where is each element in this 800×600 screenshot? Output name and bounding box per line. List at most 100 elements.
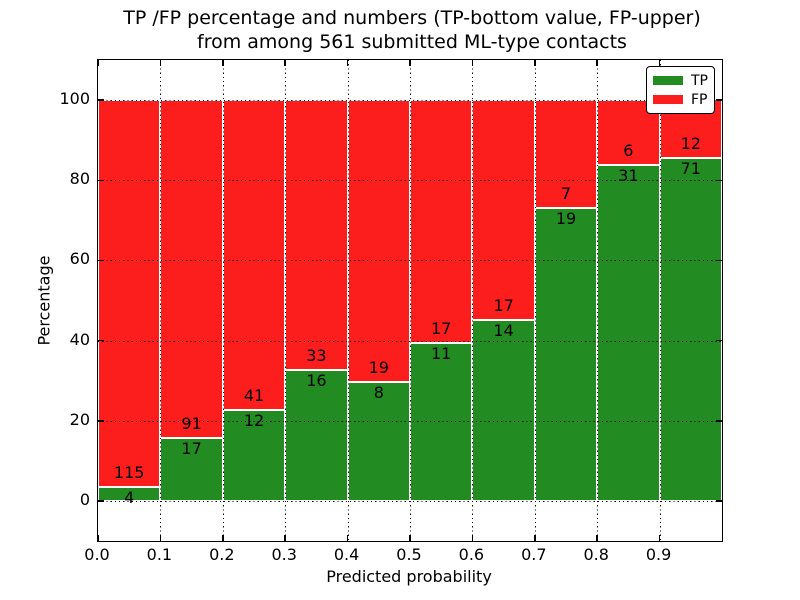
bar-value-label-tp: 16 [306, 371, 327, 391]
bar-segment-fp [285, 100, 348, 371]
y-tick-mark [716, 259, 722, 262]
y-tick-label: 0 [79, 489, 90, 509]
x-tick-mark [97, 60, 99, 66]
bar-segment-fp [98, 100, 161, 488]
gridline-vertical [347, 60, 349, 541]
legend-label-tp: TP [691, 72, 708, 89]
x-tick-label: 0.5 [396, 545, 422, 564]
y-tick-label: 40 [69, 329, 90, 349]
bar-value-label-tp: 12 [243, 411, 265, 431]
y-tick-mark [98, 339, 104, 342]
y-tick-label: 20 [69, 409, 90, 429]
plot-area: 115 4 91 17 41 12 33 16 19 8 17 11 17 14 7 19 6 31 12 71 [97, 59, 723, 542]
y-tick-mark [98, 179, 104, 181]
bar-value-label-fp: 7 [560, 184, 572, 203]
bar-value-label-tp: 14 [493, 320, 514, 340]
y-tick-label: 60 [69, 249, 90, 269]
y-tick-mark [98, 420, 104, 422]
bar-value-label-fp: 115 [113, 463, 145, 483]
bar-value-label-fp: 6 [623, 141, 634, 161]
x-tick-label: 0.1 [146, 545, 173, 564]
y-tick-label: 100 [59, 89, 90, 109]
gridline-vertical [597, 60, 599, 541]
bar-value-label-tp: 11 [431, 344, 452, 364]
x-tick-label: 0.7 [521, 545, 547, 564]
bar-value-label-fp: 41 [243, 386, 265, 406]
bar-value-label-tp: 31 [618, 166, 639, 186]
bar-value-label-fp: 91 [181, 413, 202, 433]
x-tick-mark [658, 60, 661, 66]
legend-item-fp: FP [653, 93, 708, 107]
x-tick-mark [596, 535, 598, 541]
x-tick-mark [596, 60, 598, 66]
bar-segment-tp [659, 158, 722, 501]
y-axis-label: Percentage [34, 255, 54, 346]
x-tick-label: 0.6 [458, 545, 485, 564]
x-tick-mark [222, 535, 224, 541]
fp-swatch-icon [653, 95, 683, 104]
bar-segment-tp [472, 319, 535, 501]
x-tick-mark [222, 60, 224, 66]
bar-segment-tp [160, 437, 223, 501]
x-tick-mark [284, 60, 286, 66]
bar-segment-tp [285, 370, 348, 501]
x-tick-label: 0.4 [333, 545, 360, 564]
x-tick-label: 0.3 [271, 545, 297, 564]
x-tick-label: 0.9 [645, 545, 672, 564]
bar-value-label-tp: 8 [373, 383, 384, 403]
gridline-vertical [472, 60, 474, 541]
x-tick-mark [97, 535, 99, 541]
bar-segment-fp [410, 100, 473, 344]
gridline-vertical [222, 60, 224, 541]
x-axis-label: Predicted probability [326, 567, 492, 586]
legend-item-tp: TP [653, 74, 708, 88]
bar-segment-fp [222, 100, 286, 411]
x-tick-label: 0.2 [209, 545, 235, 564]
x-tick-mark [409, 60, 411, 66]
x-tick-mark [471, 60, 474, 66]
bar-segment-tp [597, 165, 660, 501]
y-tick-mark [98, 500, 104, 502]
bar-segment-fp [472, 100, 535, 320]
y-tick-mark [716, 500, 722, 502]
legend: TP FP [646, 66, 715, 114]
bar-segment-tp [98, 487, 161, 501]
bar-value-label-tp: 17 [181, 438, 202, 458]
x-tick-mark [284, 535, 286, 541]
y-tick-mark [716, 179, 722, 181]
x-tick-mark [346, 535, 349, 541]
gridline-vertical [410, 60, 411, 541]
gridline-vertical [659, 60, 661, 541]
bar-segment-tp [222, 410, 286, 501]
bar-value-label-tp: 19 [555, 209, 577, 228]
x-tick-mark [409, 535, 411, 541]
tp-swatch-icon [653, 76, 683, 85]
y-tick-mark [716, 420, 722, 422]
x-tick-mark [471, 535, 474, 541]
gridline-vertical [534, 60, 536, 541]
y-tick-mark [98, 259, 104, 262]
x-tick-mark [159, 60, 162, 66]
x-tick-label: 0.0 [84, 545, 110, 564]
y-tick-mark [716, 339, 722, 342]
x-tick-mark [658, 535, 661, 541]
legend-label-fp: FP [691, 91, 708, 108]
bar-value-label-fp: 17 [431, 319, 452, 339]
bar-segment-tp [410, 343, 473, 501]
bar-value-label-fp: 33 [306, 346, 327, 366]
gridline-vertical [160, 60, 162, 541]
bar-value-label-fp: 19 [368, 358, 389, 378]
x-tick-mark [534, 535, 536, 541]
chart-title-line-2: from among 561 submitted ML-type contact… [197, 31, 627, 53]
bar-value-label-tp: 4 [124, 488, 135, 508]
y-tick-label: 80 [69, 169, 90, 189]
y-tick-mark [98, 99, 104, 101]
gridline-vertical [285, 60, 287, 541]
x-tick-label: 0.8 [583, 545, 609, 564]
x-tick-mark [346, 60, 349, 66]
bar-value-label-fp: 12 [680, 134, 701, 154]
bar-segment-fp [160, 100, 223, 438]
x-tick-mark [159, 535, 162, 541]
bar-segment-tp [534, 208, 598, 501]
